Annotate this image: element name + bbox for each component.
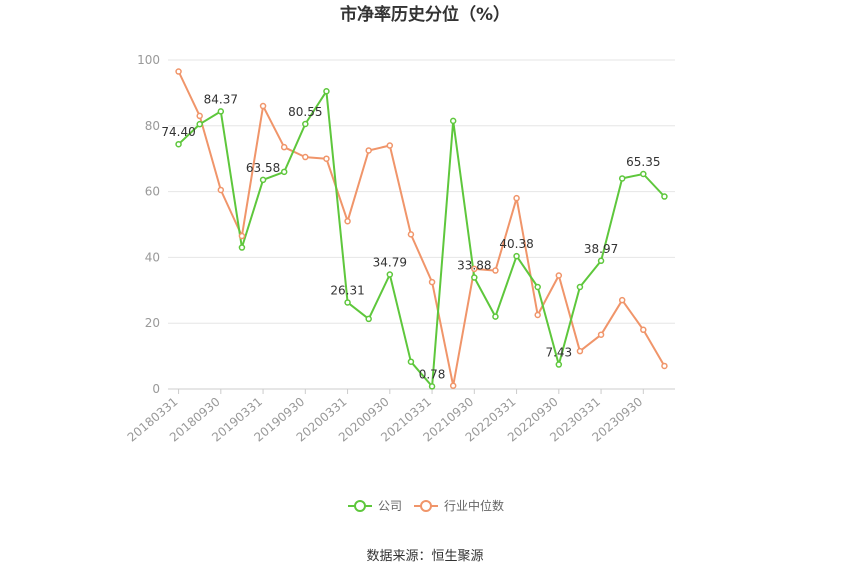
industry-point (597, 331, 605, 338)
industry-point (618, 296, 626, 304)
company-point (365, 315, 372, 323)
y-tick-label: 100 (137, 53, 160, 67)
legend[interactable]: 公司 行业中位数 (348, 498, 504, 513)
industry-point (492, 267, 499, 274)
industry-point (302, 153, 309, 161)
industry-point (555, 272, 563, 279)
data-label: 26.31 (330, 283, 364, 297)
y-tick-label: 40 (145, 250, 160, 264)
company-point (196, 120, 203, 128)
x-axis-ticks: 2018033120180930201903312019093020200331… (125, 389, 645, 445)
industry-point (280, 143, 288, 151)
data-label: 38.97 (584, 242, 618, 256)
company-point (640, 170, 647, 178)
industry-point (238, 232, 246, 240)
industry-point (365, 147, 372, 154)
company-point (323, 88, 330, 95)
data-label: 80.55 (288, 105, 322, 119)
industry-point (576, 347, 584, 355)
industry-point (344, 217, 351, 225)
company-point (344, 299, 351, 306)
company-point (238, 244, 246, 251)
grid (168, 59, 675, 324)
data-labels: 74.40 84.37 63.58 80.55 26.31 34.79 0.78 33.88 4… (161, 92, 660, 381)
company-point (386, 271, 394, 278)
chart-title: 市净率历史分位（%） (340, 4, 510, 25)
company-point (449, 117, 457, 125)
y-tick-label: 60 (145, 185, 160, 199)
company-point (534, 283, 541, 291)
company-point (217, 108, 225, 115)
data-label: 33.88 (457, 259, 491, 273)
industry-point (175, 68, 182, 75)
series-points (175, 68, 668, 390)
legend-marker (354, 500, 366, 512)
industry-point (217, 186, 225, 194)
data-label: 7.43 (545, 346, 572, 360)
company-point (259, 176, 267, 184)
company-point (576, 283, 584, 291)
source-note: 数据来源：恒生聚源 (366, 549, 483, 564)
y-tick-label: 80 (145, 119, 160, 133)
company-point (428, 383, 436, 390)
industry-point (386, 142, 394, 149)
industry-point (323, 155, 330, 162)
legend-item-industry[interactable]: 行业中位数 (414, 498, 504, 513)
data-label: 65.35 (626, 155, 660, 169)
y-tick-label: 0 (152, 382, 160, 396)
company-point (661, 193, 668, 200)
company-point (280, 168, 288, 176)
legend-marker (420, 500, 432, 512)
industry-point (196, 112, 203, 120)
company-point (555, 361, 563, 368)
industry-point (407, 231, 415, 238)
legend-label: 公司 (378, 499, 402, 513)
company-point (618, 175, 626, 182)
data-label: 34.79 (373, 256, 407, 270)
y-tick-label: 20 (145, 316, 160, 330)
company-point (302, 120, 309, 128)
industry-point (471, 265, 478, 273)
series-line-company (177, 90, 666, 388)
company-point (471, 274, 478, 281)
company-point (175, 140, 182, 148)
company-point (597, 257, 605, 265)
industry-point (534, 311, 541, 319)
company-point (407, 358, 415, 365)
data-label: 0.78 (419, 367, 446, 381)
y-axis-ticks: 0 20 40 60 80 100 (137, 53, 160, 396)
industry-point (428, 278, 436, 286)
company-point (492, 313, 499, 320)
data-label: 74.40 (161, 125, 195, 139)
industry-point (259, 102, 267, 110)
series-lines (177, 71, 666, 388)
data-label: 84.37 (204, 92, 238, 106)
industry-point (513, 194, 520, 202)
series-line-industry (177, 71, 666, 387)
data-label: 63.58 (246, 161, 280, 175)
legend-label: 行业中位数 (444, 498, 504, 513)
industry-point (640, 326, 647, 334)
data-label: 40.38 (499, 237, 533, 251)
industry-point (661, 362, 668, 370)
industry-point (449, 382, 457, 389)
company-point (513, 252, 520, 260)
legend-item-company[interactable]: 公司 (348, 499, 402, 513)
